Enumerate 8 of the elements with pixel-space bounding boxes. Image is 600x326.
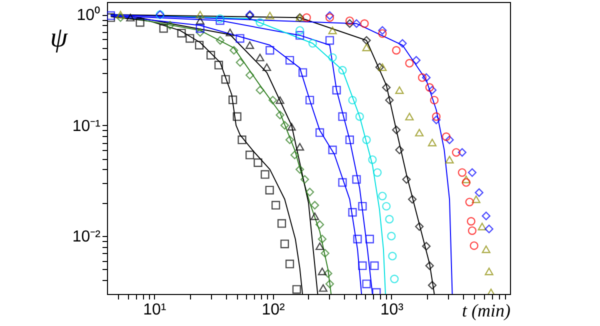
y-tick-label: 10⁻² bbox=[72, 228, 102, 246]
x-tick-label: 10² bbox=[262, 302, 286, 318]
x-axis-title: t (min) bbox=[462, 300, 510, 320]
y-axis-title: ψ bbox=[50, 22, 68, 54]
x-tick-label: 10³ bbox=[380, 302, 404, 318]
y-tick-label: 10⁻¹ bbox=[72, 118, 100, 135]
x-tick-label: 10¹ bbox=[143, 302, 166, 318]
y-tick-label: 10⁰ bbox=[76, 6, 100, 24]
